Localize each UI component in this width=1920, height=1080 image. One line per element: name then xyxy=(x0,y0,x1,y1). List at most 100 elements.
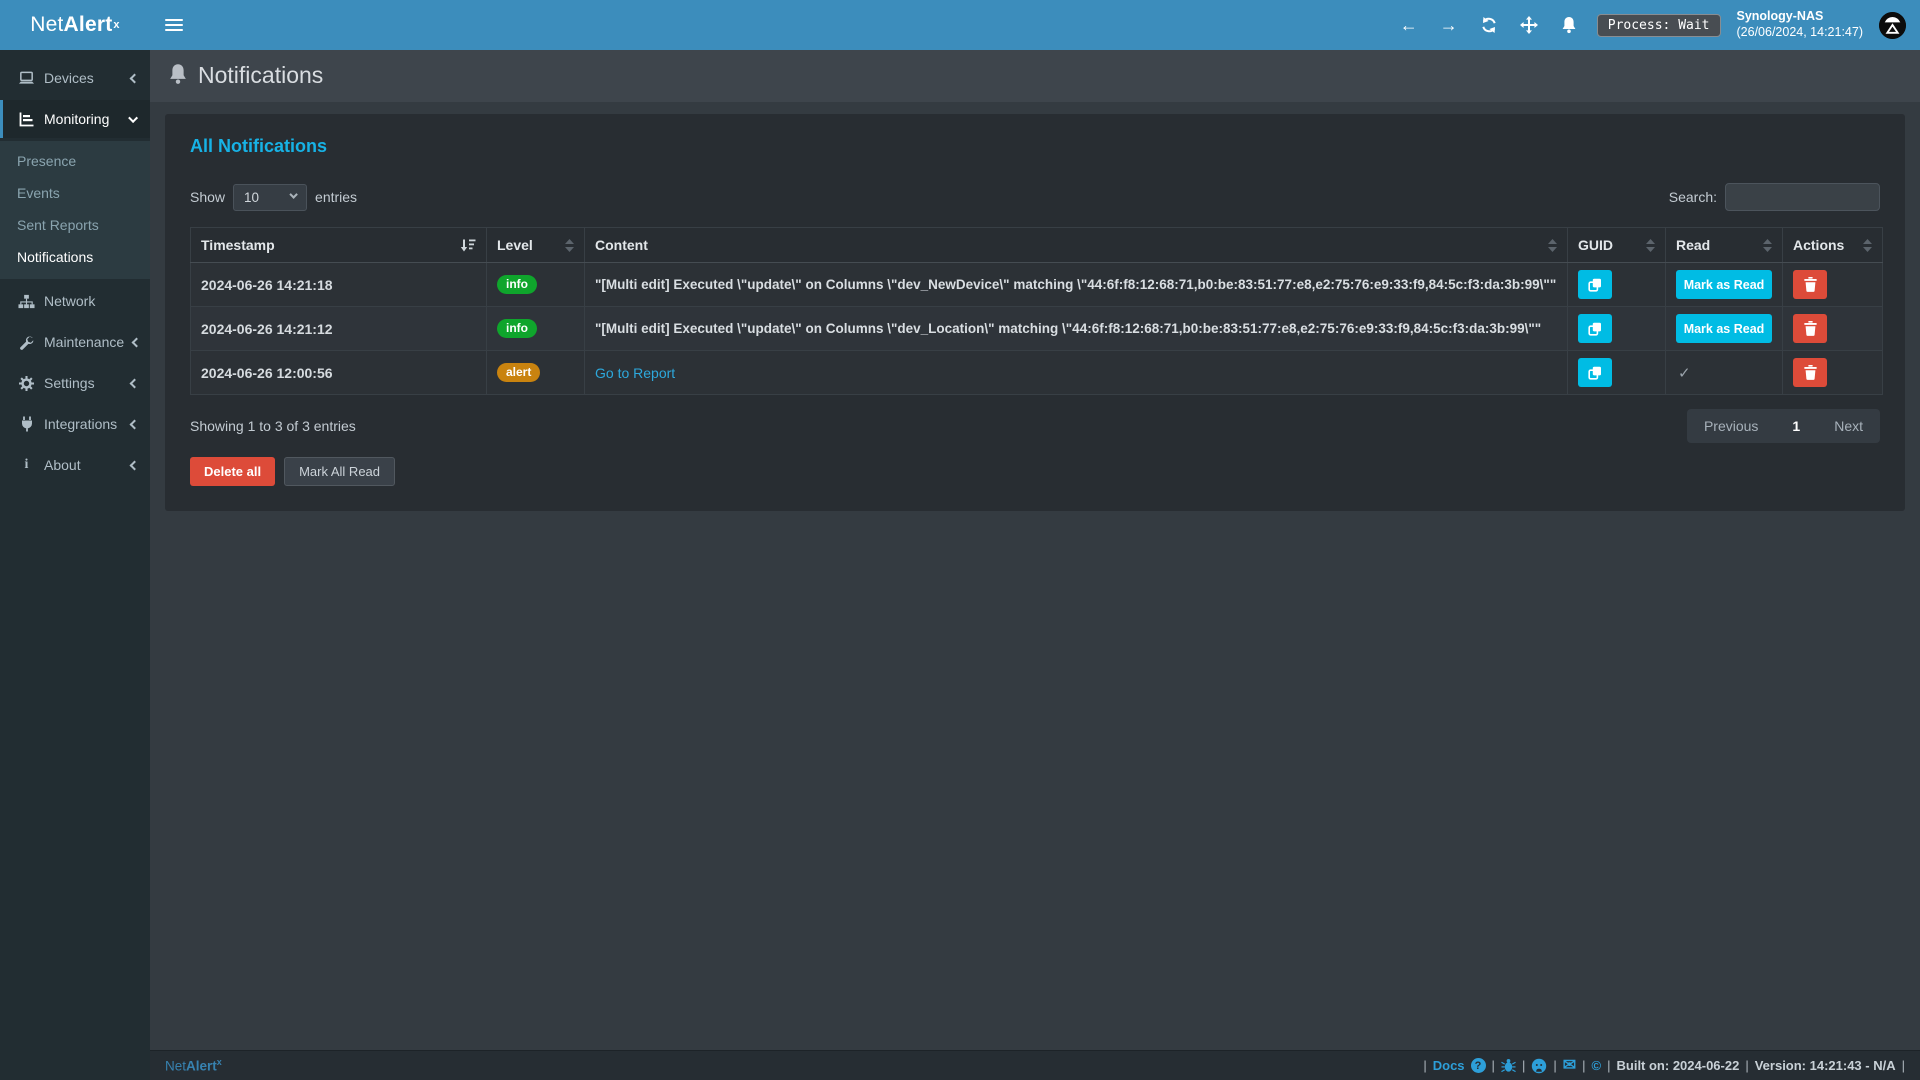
sidebar-item-maintenance[interactable]: Maintenance xyxy=(0,323,150,361)
brand-text-light: Net xyxy=(30,13,64,36)
table-header-row: Timestamp Level Content GUID Read Action… xyxy=(190,227,1883,263)
question-circle-icon[interactable]: ? xyxy=(1470,1058,1486,1073)
column-header-timestamp[interactable]: Timestamp xyxy=(190,227,487,263)
user-avatar[interactable] xyxy=(1879,11,1906,39)
sidebar-item-label: Network xyxy=(44,293,96,309)
read-cell: ✓ xyxy=(1665,350,1783,395)
delete-notification-button[interactable] xyxy=(1793,270,1827,299)
notifications-table: Timestamp Level Content GUID Read Action… xyxy=(190,227,1883,395)
read-cell: Mark as Read xyxy=(1665,262,1783,307)
docs-link[interactable]: Docs xyxy=(1432,1058,1465,1073)
copy-guid-button[interactable] xyxy=(1578,314,1612,343)
github-icon[interactable] xyxy=(1531,1058,1547,1074)
column-header-guid[interactable]: GUID xyxy=(1567,227,1666,263)
chevron-left-icon xyxy=(131,337,142,347)
sidebar-toggle-button[interactable] xyxy=(150,0,198,50)
mark-as-read-button[interactable]: Mark as Read xyxy=(1676,314,1772,343)
monitoring-submenu: Presence Events Sent Reports Notificatio… xyxy=(0,141,150,279)
pagination-previous[interactable]: Previous xyxy=(1703,418,1759,434)
email-icon[interactable]: ✉ xyxy=(1562,1056,1577,1074)
sort-both-icon xyxy=(1548,238,1557,252)
chevron-down-icon xyxy=(128,112,139,123)
search-control: Search: xyxy=(1669,183,1880,211)
forward-arrow-icon[interactable]: → xyxy=(1439,14,1458,35)
separator: | xyxy=(1582,1058,1586,1073)
sidebar-item-about[interactable]: i About xyxy=(0,446,150,484)
footer-brand[interactable]: NetAlertx xyxy=(165,1057,222,1074)
page-bell-icon xyxy=(168,63,188,88)
device-timestamp: (26/06/2024, 14:21:47) xyxy=(1736,25,1864,39)
mark-as-read-button[interactable]: Mark as Read xyxy=(1676,270,1772,299)
actions-cell xyxy=(1782,306,1883,351)
sidebar-subitem-sent-reports[interactable]: Sent Reports xyxy=(17,217,99,233)
sidebar-item-network[interactable]: Network xyxy=(0,282,150,320)
sort-both-icon xyxy=(565,238,574,252)
back-arrow-icon[interactable]: ← xyxy=(1399,14,1418,35)
copy-guid-button[interactable] xyxy=(1578,358,1612,387)
table-controls: Show 10 entries Search: xyxy=(190,183,1880,211)
column-header-content[interactable]: Content xyxy=(584,227,1568,263)
bulk-actions: Delete all Mark All Read xyxy=(190,457,1880,486)
column-label: Read xyxy=(1676,237,1711,253)
actions-cell xyxy=(1782,262,1883,307)
footer: NetAlertx | Docs ? | | | ✉ | © | Built o… xyxy=(150,1050,1920,1080)
sort-desc-icon xyxy=(460,239,476,252)
content-cell: Go to Report xyxy=(584,350,1568,395)
bar-chart-icon xyxy=(18,112,35,127)
separator: | xyxy=(1491,1058,1495,1073)
copy-guid-button[interactable] xyxy=(1578,270,1612,299)
column-header-level[interactable]: Level xyxy=(486,227,585,263)
notifications-bell-icon[interactable] xyxy=(1557,10,1581,40)
delete-notification-button[interactable] xyxy=(1793,358,1827,387)
search-input[interactable] xyxy=(1725,183,1880,211)
sidebar-item-integrations[interactable]: Integrations xyxy=(0,405,150,443)
refresh-icon[interactable] xyxy=(1477,10,1501,40)
column-header-actions[interactable]: Actions xyxy=(1782,227,1883,263)
delete-notification-button[interactable] xyxy=(1793,314,1827,343)
version-text: Version: 14:21:43 - N/A xyxy=(1754,1058,1896,1073)
sidebar-item-label: Monitoring xyxy=(44,111,110,127)
content-cell: "[Multi edit] Executed \"update\" on Col… xyxy=(584,262,1568,307)
sidebar-item-devices[interactable]: Devices xyxy=(0,59,150,97)
mark-all-read-button[interactable]: Mark All Read xyxy=(284,457,396,486)
pagination-next[interactable]: Next xyxy=(1834,418,1863,434)
bug-report-icon[interactable] xyxy=(1501,1058,1516,1073)
sidebar: Devices Monitoring Presence Events Sent … xyxy=(0,50,150,1080)
info-icon: i xyxy=(24,457,29,472)
navbar-right-group: ← → Process: Wait Synology-NAS (26/06/20… xyxy=(1397,9,1920,40)
sort-both-icon xyxy=(1763,238,1772,252)
page-length-control: Show 10 entries xyxy=(190,183,357,211)
content-cell: "[Multi edit] Executed \"update\" on Col… xyxy=(584,306,1568,351)
move-arrows-icon[interactable] xyxy=(1517,10,1541,40)
sidebar-item-settings[interactable]: Settings xyxy=(0,364,150,402)
built-on-text: Built on: 2024-06-22 xyxy=(1616,1058,1740,1073)
card-title: All Notifications xyxy=(190,136,328,156)
level-cell: info xyxy=(486,262,585,307)
table-row: 2024-06-26 14:21:18 info "[Multi edit] E… xyxy=(190,262,1883,307)
delete-all-button[interactable]: Delete all xyxy=(190,457,276,486)
footer-right-group: | Docs ? | | | ✉ | © | Built on: 2024-06… xyxy=(1423,1056,1905,1074)
sidebar-subitem-presence[interactable]: Presence xyxy=(17,153,77,169)
sitemap-icon xyxy=(18,294,35,309)
sidebar-item-label: Integrations xyxy=(44,416,118,432)
column-header-read[interactable]: Read xyxy=(1665,227,1783,263)
sidebar-subitem-events[interactable]: Events xyxy=(17,185,60,201)
laptop-icon xyxy=(18,71,35,85)
page-title: Notifications xyxy=(198,62,324,88)
sidebar-item-monitoring[interactable]: Monitoring xyxy=(0,100,150,138)
table-row: 2024-06-26 12:00:56 alert Go to Report ✓ xyxy=(190,350,1883,395)
timestamp-cell: 2024-06-26 14:21:12 xyxy=(190,306,487,351)
footer-brand-light: Net xyxy=(165,1058,187,1074)
search-label: Search: xyxy=(1668,189,1717,205)
brand-sup: x xyxy=(113,19,120,31)
copyright-icon[interactable]: © xyxy=(1591,1058,1602,1073)
pagination: Previous 1 Next xyxy=(1686,409,1880,443)
sidebar-subitem-notifications[interactable]: Notifications xyxy=(17,249,94,265)
pagination-page-1[interactable]: 1 xyxy=(1792,418,1801,434)
app-logo[interactable]: Net Alert x xyxy=(0,0,150,50)
separator: | xyxy=(1901,1058,1905,1073)
go-to-report-link[interactable]: Go to Report xyxy=(595,364,676,381)
page-length-select[interactable]: 10 xyxy=(233,183,308,211)
info-badge: info xyxy=(497,319,537,338)
device-info: Synology-NAS (26/06/2024, 14:21:47) xyxy=(1737,9,1864,40)
